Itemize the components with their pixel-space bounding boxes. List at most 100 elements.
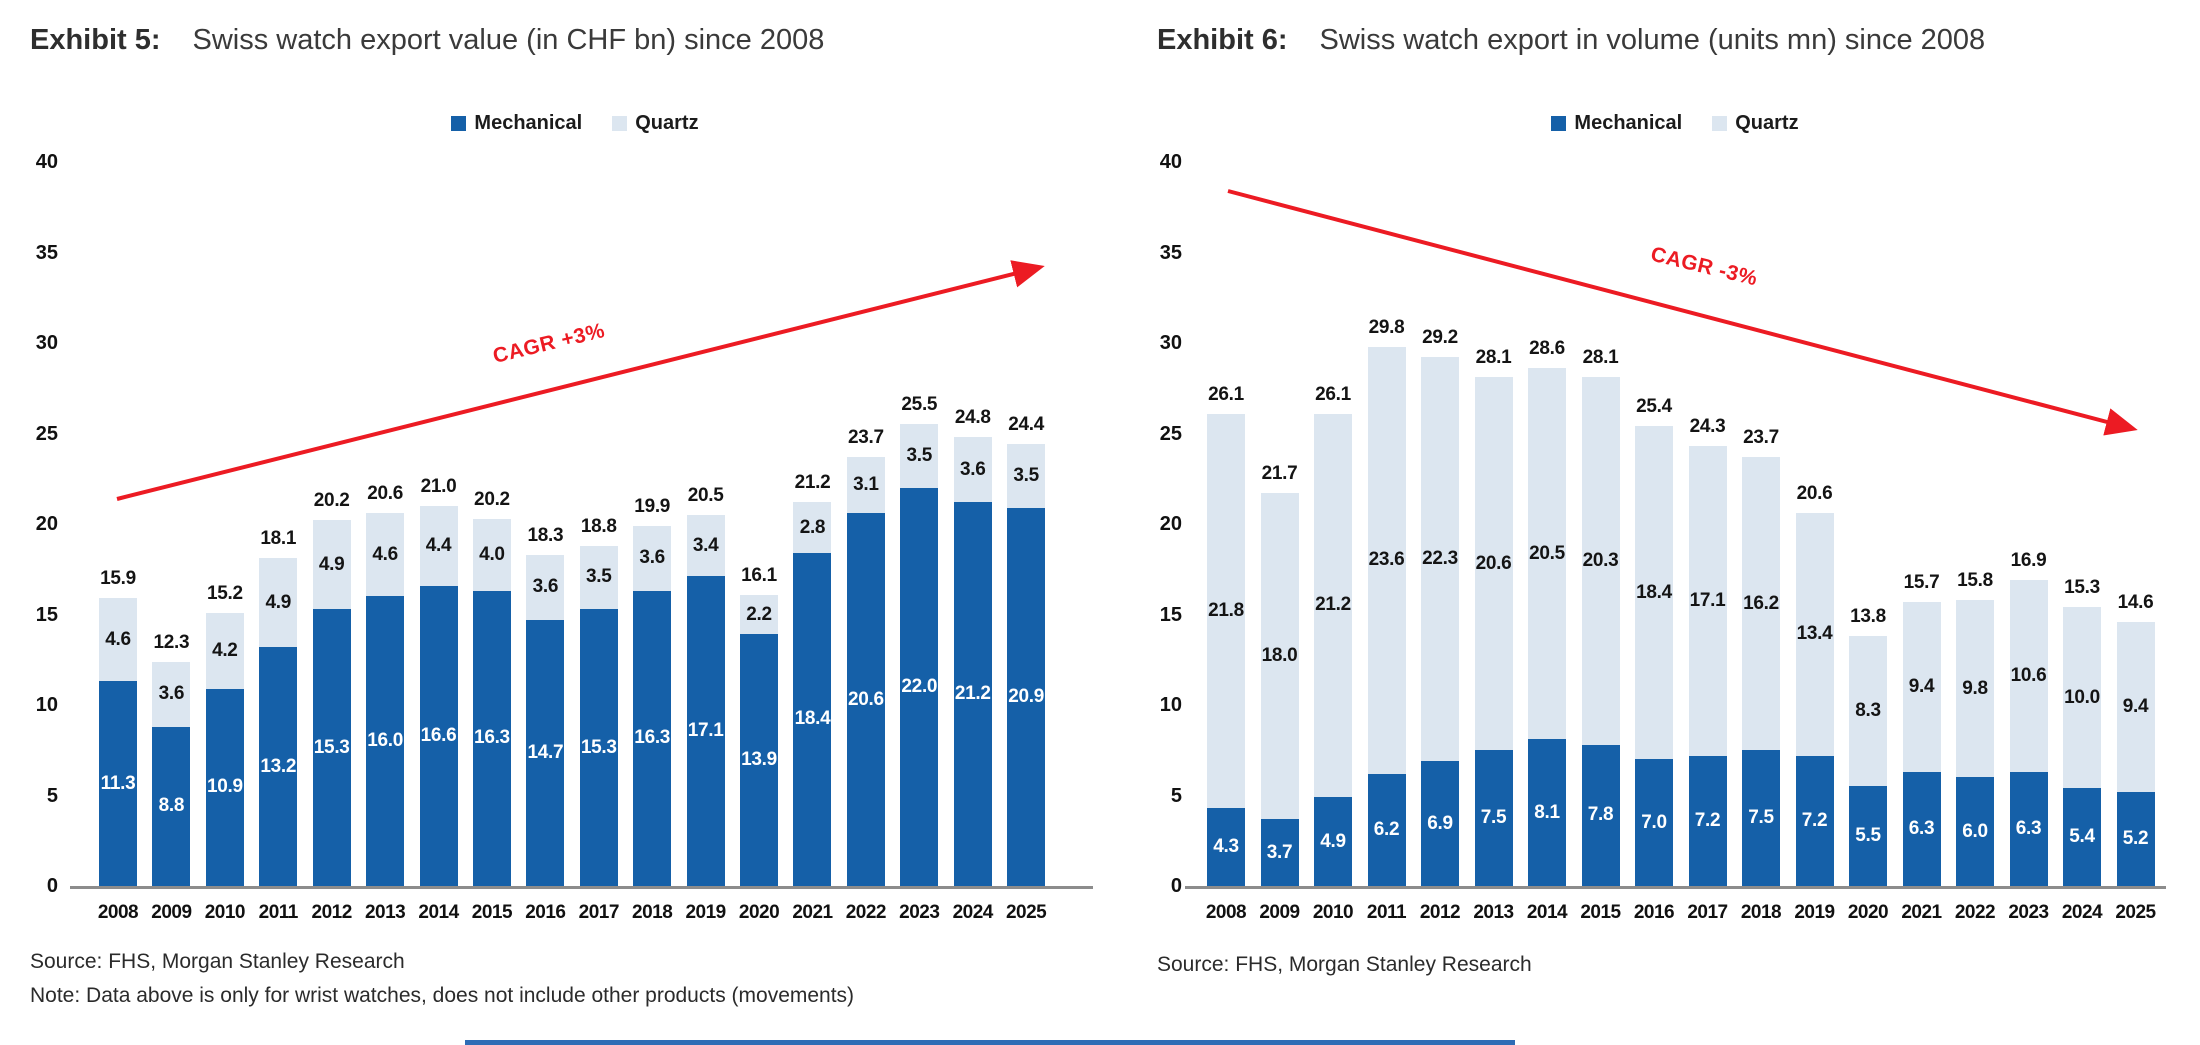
quartz-bar-segment — [152, 661, 191, 727]
cagr-annotation-label: CAGR -3% — [1648, 242, 1760, 291]
x-axis-year-label: 2025 — [2115, 902, 2156, 923]
x-axis-line — [1185, 886, 2166, 889]
x-axis-year-label: 2009 — [151, 902, 192, 923]
x-axis-year-label: 2024 — [2061, 902, 2103, 923]
y-axis-tick-label: 5 — [1170, 784, 1182, 807]
quartz-bar-segment — [793, 502, 832, 553]
y-axis-tick-label: 15 — [1159, 603, 1182, 626]
quartz-bar-segment — [1902, 601, 1941, 772]
total-value-label: 25.5 — [901, 394, 938, 416]
total-value-label: 14.6 — [2117, 591, 2154, 613]
quartz-value-label: 18.4 — [1636, 581, 1672, 603]
quartz-bar-segment — [579, 545, 618, 610]
mechanical-bar-segment — [793, 552, 832, 886]
quartz-bar-segment — [1207, 413, 1245, 809]
quartz-bar-segment — [1849, 636, 1887, 787]
mechanical-value-label: 5.4 — [2069, 826, 2095, 848]
mechanical-bar-segment — [686, 576, 725, 886]
quartz-value-label: 17.1 — [1689, 589, 1726, 611]
quartz-value-label: 20.6 — [1475, 552, 1512, 574]
quartz-swatch-icon — [1712, 116, 1728, 131]
x-axis-year-label: 2022 — [845, 902, 887, 923]
x-axis-year-label: 2014 — [418, 902, 459, 923]
mechanical-bar-segment — [1581, 744, 1620, 886]
mechanical-value-label: 7.5 — [1748, 807, 1774, 829]
mechanical-bar-segment — [366, 596, 405, 886]
x-axis-year-label: 2015 — [1580, 902, 1621, 923]
quartz-value-label: 8.3 — [1855, 700, 1881, 722]
mechanical-bar-segment — [633, 590, 672, 886]
total-value-label: 28.6 — [1529, 338, 1565, 360]
mechanical-value-label: 7.2 — [1694, 809, 1721, 831]
mechanical-bar-segment — [312, 609, 351, 886]
quartz-bar-segment — [366, 513, 405, 597]
quartz-bar-segment — [1474, 377, 1513, 751]
exhibit-5-legend: Mechanical Quartz — [80, 112, 1070, 135]
x-axis-year-label: 2023 — [2008, 902, 2049, 923]
mechanical-value-label: 16.0 — [367, 730, 403, 752]
y-axis-tick-label: 40 — [35, 151, 58, 173]
quartz-value-label: 2.8 — [799, 516, 826, 538]
y-axis-tick-label: 0 — [46, 875, 58, 897]
x-axis-year-label: 2019 — [685, 902, 726, 923]
x-axis-year-label: 2020 — [738, 902, 780, 923]
mechanical-bar-segment — [1795, 755, 1834, 886]
quartz-bar-segment — [1742, 457, 1780, 751]
quartz-bar-segment — [1635, 426, 1673, 760]
quartz-bar-segment — [2063, 607, 2101, 789]
mechanical-value-label: 14.7 — [527, 741, 564, 763]
mechanical-value-label: 4.3 — [1213, 836, 1239, 858]
mechanical-bar-segment — [2116, 791, 2155, 886]
quartz-value-label: 16.2 — [1743, 592, 1779, 614]
y-axis-tick-label: 0 — [1170, 875, 1182, 897]
legend-label-mechanical: Mechanical — [474, 112, 583, 134]
mechanical-value-label: 8.8 — [158, 795, 185, 817]
legend-item-quartz: Quartz — [1712, 112, 1799, 135]
total-value-label: 20.5 — [687, 484, 724, 506]
quartz-value-label: 22.3 — [1422, 548, 1458, 570]
total-value-label: 15.9 — [100, 568, 136, 590]
quartz-bar-segment — [472, 518, 511, 591]
y-axis-tick-label: 25 — [1159, 422, 1182, 445]
mechanical-value-label: 16.6 — [420, 724, 457, 746]
total-value-label: 20.2 — [313, 490, 350, 512]
mechanical-bar-segment — [1635, 759, 1673, 886]
y-axis-tick-label: 35 — [1159, 241, 1182, 264]
mechanical-bar-segment — [740, 634, 779, 886]
mechanical-value-label: 17.1 — [687, 720, 724, 742]
quartz-value-label: 10.6 — [2010, 665, 2047, 687]
quartz-value-label: 4.2 — [212, 639, 238, 661]
mechanical-value-label: 6.9 — [1427, 812, 1453, 834]
x-axis-year-label: 2011 — [258, 902, 299, 923]
exhibit-6-title: Swiss watch export in volume (units mn) … — [1319, 24, 1986, 56]
quartz-value-label: 4.9 — [318, 553, 345, 575]
legend-label-mechanical: Mechanical — [1574, 112, 1683, 134]
total-value-label: 12.3 — [153, 631, 190, 653]
exhibit-5-source: Source: FHS, Morgan Stanley Research — [30, 950, 405, 973]
quartz-bar-segment — [1956, 600, 1994, 778]
quartz-bar-segment — [1688, 446, 1727, 756]
total-value-label: 18.8 — [580, 515, 617, 537]
mechanical-swatch-icon — [451, 116, 467, 131]
x-axis-year-label: 2010 — [1312, 902, 1354, 923]
quartz-bar-segment — [419, 505, 458, 586]
quartz-value-label: 21.8 — [1208, 599, 1244, 621]
mechanical-bar-segment — [900, 487, 939, 886]
total-value-label: 25.4 — [1636, 396, 1672, 418]
total-value-label: 23.7 — [847, 427, 884, 449]
y-axis-tick-label: 20 — [1159, 513, 1182, 535]
x-axis-year-label: 2023 — [899, 902, 940, 923]
mechanical-value-label: 5.2 — [2122, 827, 2149, 849]
mechanical-value-label: 22.0 — [901, 675, 938, 697]
x-axis-year-label: 2017 — [578, 902, 620, 923]
exhibit-6-panel: Exhibit 6: Swiss watch export in volume … — [1100, 0, 2200, 1045]
x-axis-year-label: 2014 — [1526, 902, 1568, 923]
quartz-bar-segment — [1528, 368, 1566, 740]
mechanical-value-label: 8.1 — [1534, 801, 1560, 823]
x-axis-line — [70, 886, 1093, 889]
quartz-bar-segment — [312, 520, 351, 610]
quartz-bar-segment — [740, 594, 779, 635]
mechanical-value-label: 16.3 — [634, 727, 671, 749]
exhibit-6-source: Source: FHS, Morgan Stanley Research — [1157, 953, 1532, 976]
